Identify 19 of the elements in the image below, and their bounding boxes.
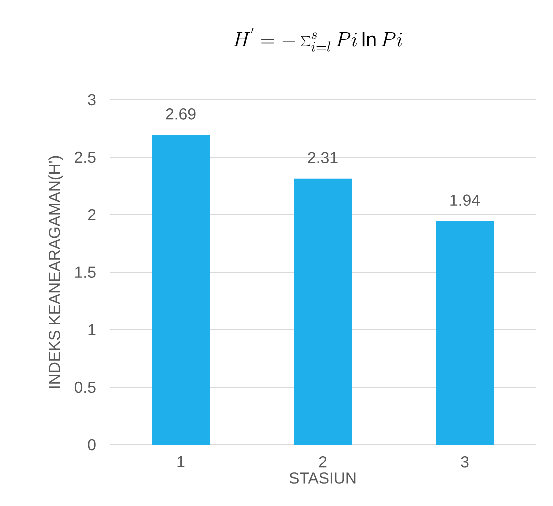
data-label: 2.31	[308, 152, 338, 164]
y-tick-label: 3	[88, 94, 96, 106]
x-tick-label: 1	[178, 456, 185, 468]
x-axis-title: STASIUN	[290, 472, 356, 484]
bar	[152, 135, 210, 446]
x-tick-label: 3	[461, 456, 469, 468]
y-tick-label: 1	[88, 324, 96, 336]
y-tick-label: 0.5	[74, 382, 96, 394]
data-label: 1.94	[450, 194, 480, 206]
x-tick-label: 2	[319, 456, 327, 468]
bar	[436, 221, 494, 446]
y-tick-label: 2	[88, 209, 96, 221]
data-label: 2.69	[166, 108, 196, 120]
chart-title: $H^{'} = -\sum_{i=l}^{s} Pi \ln Pi$	[234, 28, 402, 52]
y-tick-label: 2.5	[75, 152, 96, 164]
y-tick-label: 0	[88, 439, 96, 451]
y-axis-title: INDEKS KEANEARAGAMAN(H')	[48, 156, 64, 388]
y-tick-label: 1.5	[76, 266, 96, 278]
bar	[294, 178, 352, 446]
